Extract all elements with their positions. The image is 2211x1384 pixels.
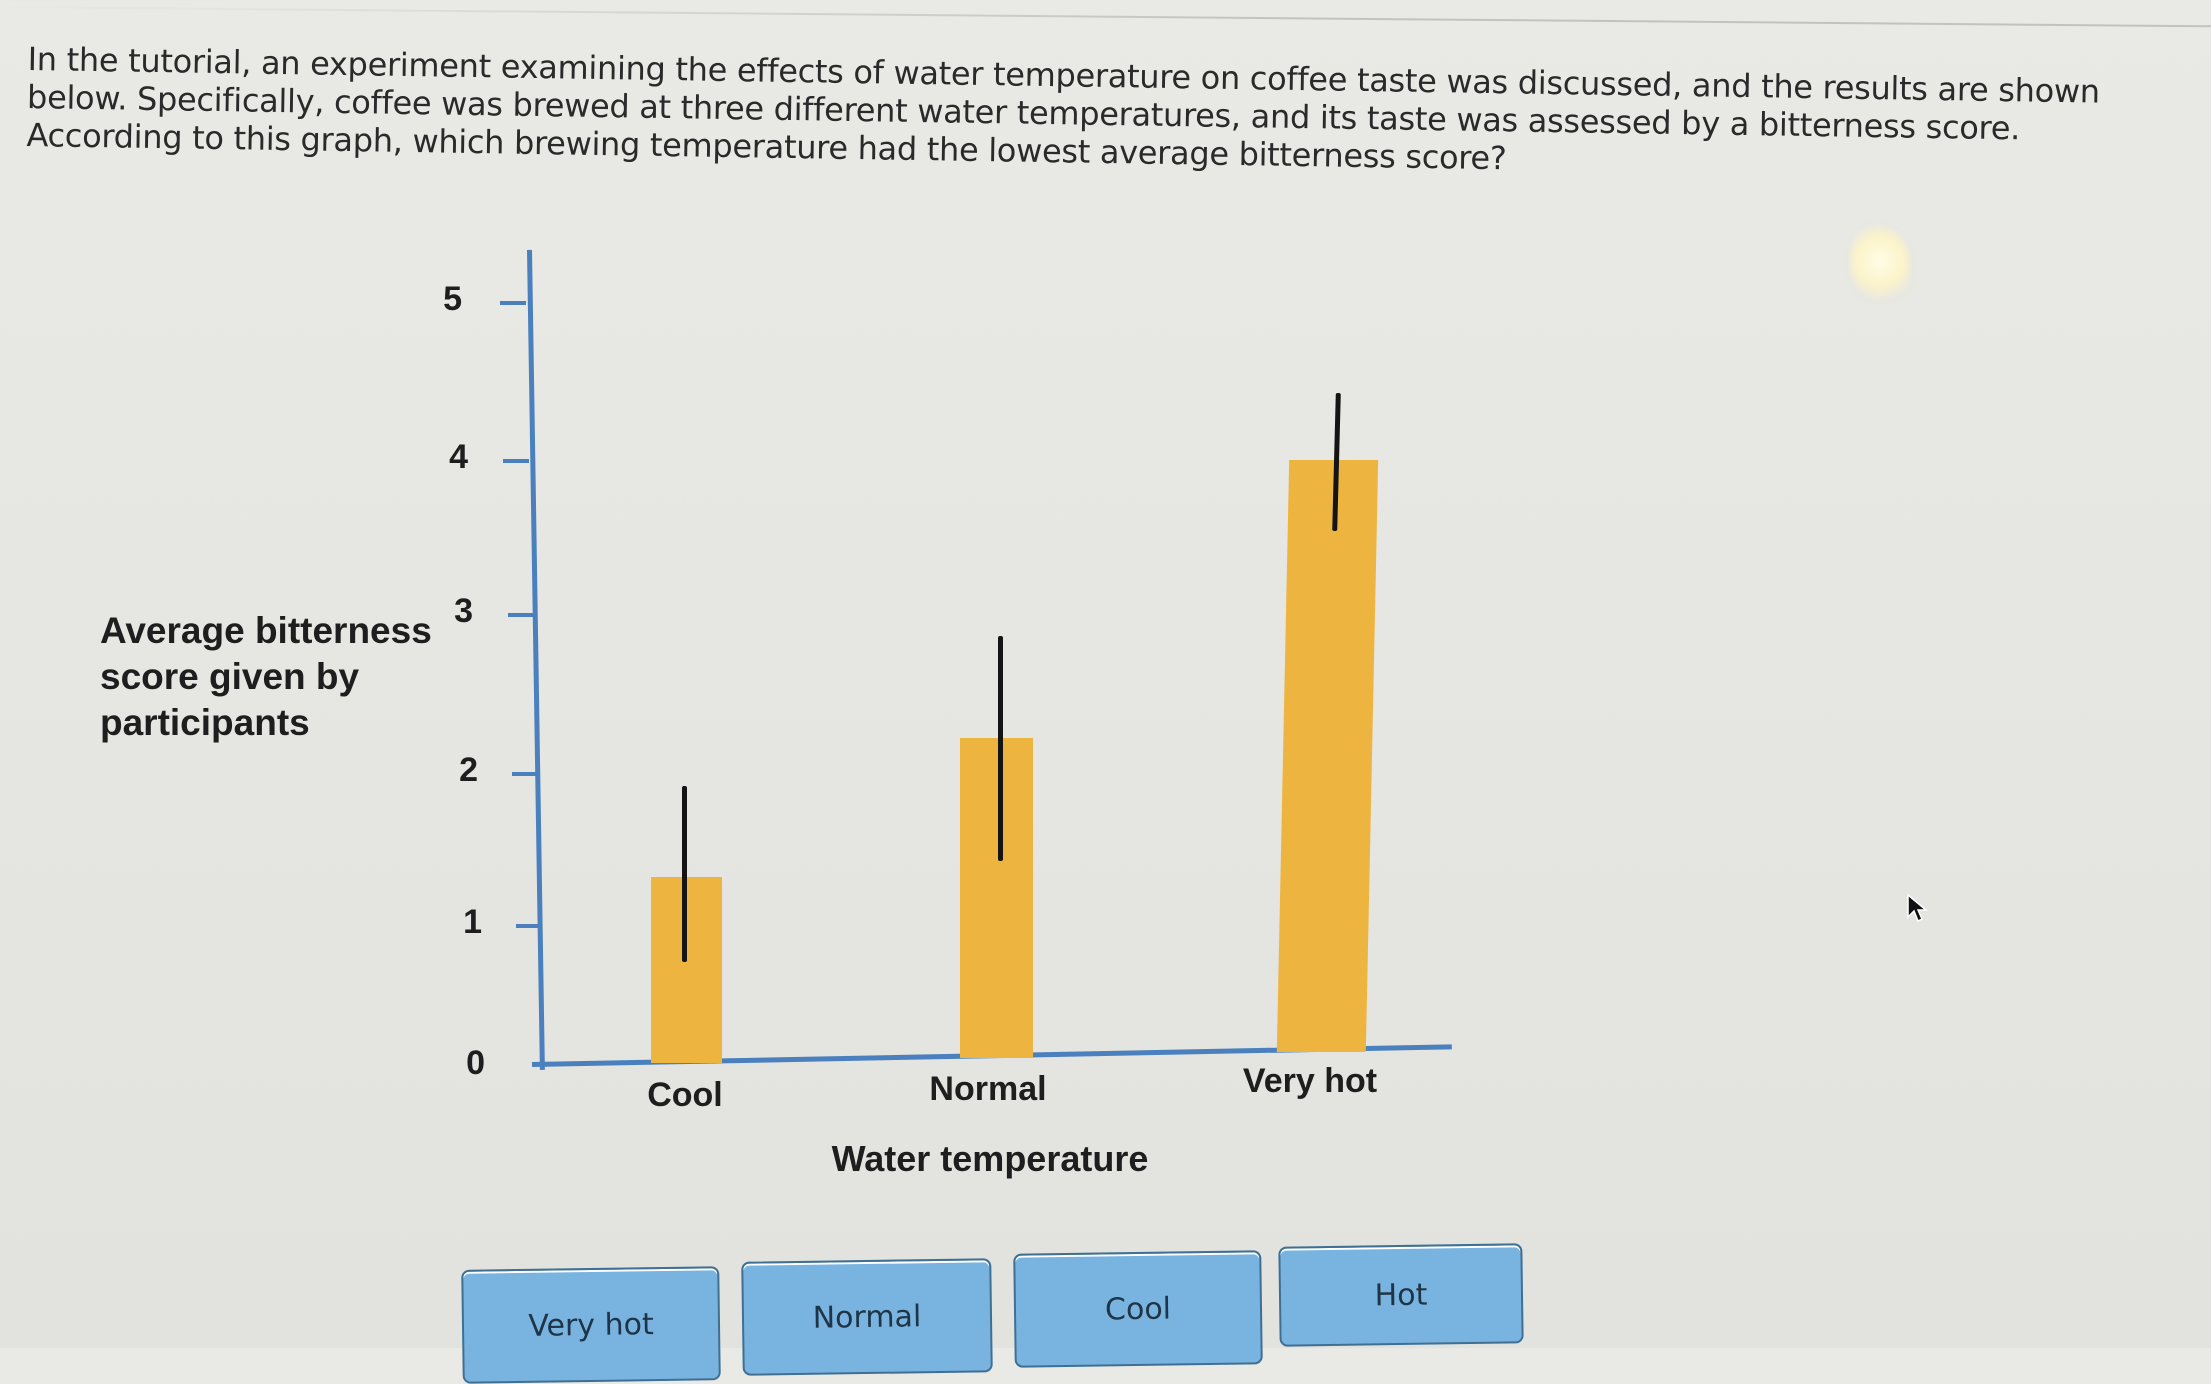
x-tick-label-cool: Cool bbox=[647, 1076, 723, 1114]
bar-normal bbox=[960, 738, 1033, 1058]
answer-button-very-hot[interactable]: Very hot bbox=[461, 1266, 721, 1384]
y-tick-label-1: 1 bbox=[463, 903, 482, 941]
bar-very-hot bbox=[1276, 460, 1379, 1052]
x-tick-label-very-hot: Very hot bbox=[1242, 1062, 1378, 1100]
y-tick-label-0: 0 bbox=[466, 1044, 485, 1082]
y-tick-label-5: 5 bbox=[443, 280, 462, 318]
y-tick-3 bbox=[508, 613, 534, 617]
y-tick-1 bbox=[516, 924, 542, 928]
answer-button-cool[interactable]: Cool bbox=[1013, 1250, 1263, 1368]
x-axis-title: Water temperature bbox=[831, 1138, 1149, 1179]
y-tick-label-3: 3 bbox=[454, 592, 473, 630]
screen-glare bbox=[1850, 225, 1910, 305]
error-bar-cool bbox=[682, 786, 687, 962]
bar-chart: Average bitterness score given by partic… bbox=[100, 249, 1452, 1179]
error-bar-normal bbox=[998, 636, 1003, 861]
mouse-pointer-icon bbox=[1907, 893, 1929, 923]
y-tick-label-4: 4 bbox=[449, 438, 468, 476]
y-axis-title: Average bitterness score given by partic… bbox=[100, 610, 432, 743]
answer-button-normal[interactable]: Normal bbox=[741, 1258, 993, 1376]
y-tick-2 bbox=[512, 772, 538, 776]
y-axis-line bbox=[527, 249, 545, 1070]
y-tick-4 bbox=[503, 459, 529, 463]
y-tick-5 bbox=[500, 301, 526, 305]
y-tick-label-2: 2 bbox=[459, 751, 478, 789]
x-tick-label-normal: Normal bbox=[929, 1070, 1047, 1108]
answer-button-hot[interactable]: Hot bbox=[1278, 1243, 1524, 1347]
